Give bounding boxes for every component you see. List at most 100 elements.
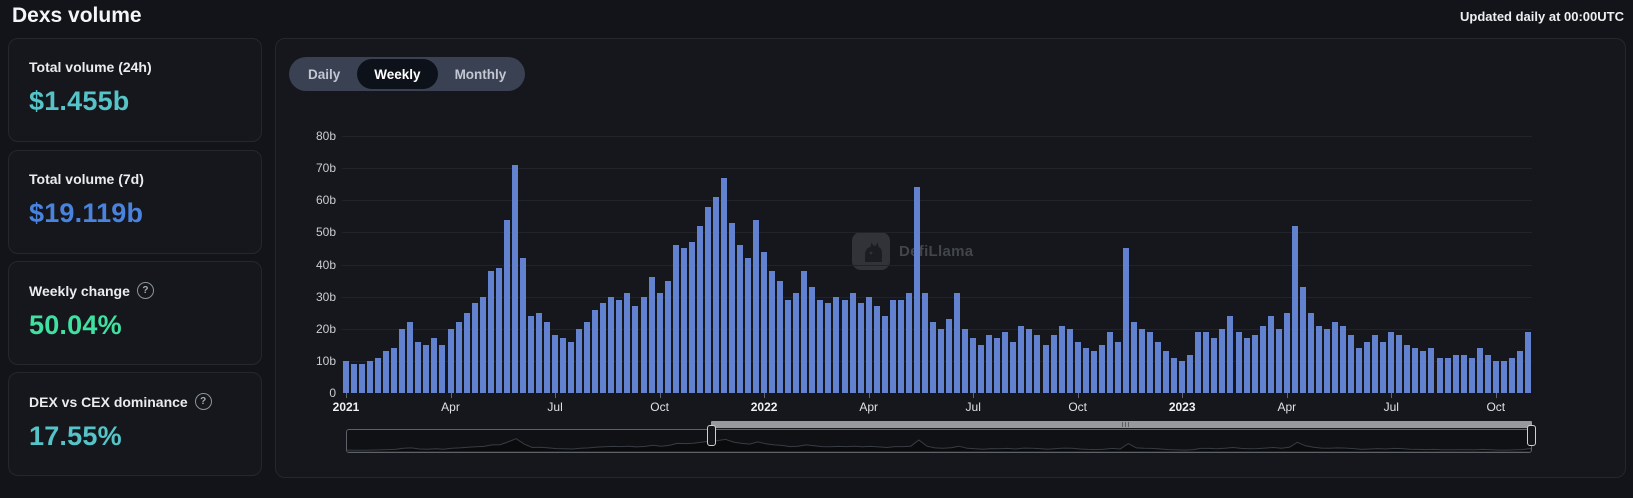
y-tick-label: 40b	[315, 257, 336, 272]
stat-card-dex-vs-cex-dominance: DEX vs CEX dominance ? 17.55%	[8, 372, 262, 476]
volume-bar	[1420, 351, 1427, 393]
stat-label: Weekly change ?	[29, 282, 241, 299]
volume-bar	[560, 338, 567, 393]
volume-bar	[1219, 328, 1226, 393]
x-tick-label: Jul	[1383, 400, 1399, 414]
volume-bar	[1195, 332, 1202, 393]
volume-bar	[1476, 348, 1483, 393]
volume-bar	[423, 344, 430, 393]
x-axis-tick	[1286, 393, 1288, 398]
volume-bar	[1404, 344, 1411, 393]
volume-bar	[624, 293, 631, 393]
x-tick-label: Jul	[965, 400, 981, 414]
volume-bar	[1018, 325, 1025, 393]
page-title: Dexs volume	[12, 4, 142, 27]
x-tick-label: Apr	[441, 400, 460, 414]
volume-bar	[1147, 332, 1154, 393]
help-icon[interactable]: ?	[136, 282, 154, 299]
volume-bar	[946, 319, 953, 393]
volume-bar	[817, 299, 824, 393]
updated-note: Updated daily at 00:00UTC	[1460, 9, 1624, 24]
volume-bar	[1058, 325, 1065, 393]
x-tick-label: Oct	[1068, 400, 1088, 414]
volume-bar	[1171, 357, 1178, 393]
volume-bar	[648, 277, 655, 393]
volume-bar	[351, 364, 358, 393]
volume-bar	[1243, 338, 1250, 393]
plot-area[interactable]: DefiLlama 0 10b 20b 30b 40b 50b 60b 70b 80b 2021 A…	[316, 129, 1532, 414]
volume-bar	[1267, 315, 1274, 393]
x-tick-label: Apr	[859, 400, 879, 414]
volume-bar	[1074, 341, 1081, 393]
brush-selection-cap[interactable]	[711, 421, 1532, 428]
volume-bar	[1524, 332, 1531, 393]
volume-bar	[680, 248, 687, 393]
volume-bar	[1484, 354, 1491, 393]
brush-track[interactable]	[346, 429, 1532, 453]
volume-bar	[1251, 335, 1258, 393]
volume-bar	[736, 245, 743, 393]
volume-bar	[1163, 351, 1170, 393]
volume-bar	[1098, 344, 1105, 393]
volume-bar	[833, 296, 840, 393]
volume-bar	[495, 267, 502, 393]
x-tick-label: Oct	[1486, 400, 1506, 414]
stat-card-total-volume-24h: Total volume (24h) $1.455b	[8, 38, 262, 142]
volume-bar	[600, 303, 607, 393]
volume-bar	[712, 197, 719, 393]
volume-bar	[1291, 225, 1298, 393]
volume-bar	[986, 335, 993, 393]
volume-bar	[1026, 328, 1033, 393]
tab-monthly[interactable]: Monthly	[438, 59, 524, 89]
tab-daily[interactable]: Daily	[291, 59, 357, 89]
help-icon[interactable]: ?	[194, 393, 212, 410]
x-axis-tick	[1077, 393, 1079, 398]
brush-handle-right[interactable]	[1527, 425, 1536, 446]
volume-bar	[696, 225, 703, 393]
volume-bar	[962, 328, 969, 393]
volume-bar	[1114, 341, 1121, 393]
volume-bar	[849, 293, 856, 393]
volume-bar	[656, 293, 663, 393]
volume-bar	[881, 315, 888, 393]
volume-bar	[921, 293, 928, 393]
volume-bar	[745, 258, 752, 393]
volume-bar	[1187, 354, 1194, 393]
volume-bar	[1283, 312, 1290, 393]
volume-bar	[1179, 360, 1186, 393]
volume-bar	[1122, 248, 1129, 393]
volume-bar	[1259, 325, 1266, 393]
volume-bar	[1516, 351, 1523, 393]
x-tick-label: 2021	[332, 400, 360, 414]
volume-bar	[688, 242, 695, 393]
volume-bar	[1211, 338, 1218, 393]
volume-bar	[1002, 332, 1009, 393]
y-tick-label: 80b	[315, 129, 336, 143]
volume-bar	[801, 270, 808, 393]
volume-bar	[1468, 357, 1475, 393]
brush-handle-left[interactable]	[707, 425, 716, 446]
volume-bar	[929, 322, 936, 393]
volume-bar	[1082, 348, 1089, 393]
volume-bar	[1034, 335, 1041, 393]
volume-bar	[1452, 354, 1459, 393]
volume-bar	[447, 328, 454, 393]
volume-bar	[616, 299, 623, 393]
x-axis-tick	[346, 393, 347, 398]
volume-bar	[897, 299, 904, 393]
volume-bar	[1010, 341, 1017, 393]
stat-value: 17.55%	[29, 421, 122, 451]
y-tick-label: 60b	[315, 193, 336, 208]
volume-bar	[704, 206, 711, 393]
y-tick-label: 70b	[315, 161, 336, 176]
stat-value: 50.04%	[29, 310, 122, 340]
volume-bar	[391, 348, 398, 393]
range-brush[interactable]	[346, 421, 1536, 453]
volume-bar	[415, 341, 422, 393]
volume-bar	[1372, 335, 1379, 393]
gridline	[342, 296, 1532, 298]
volume-bar	[1436, 357, 1443, 393]
tab-weekly[interactable]: Weekly	[357, 59, 438, 89]
volume-bar	[793, 293, 800, 393]
x-axis-tick	[450, 393, 452, 398]
